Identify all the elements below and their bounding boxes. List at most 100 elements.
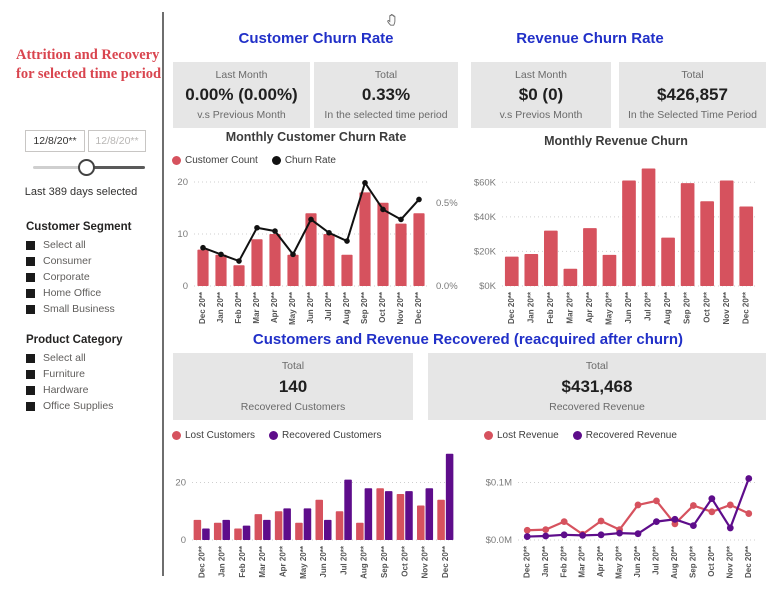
point-lost-revenue[interactable] — [745, 510, 753, 517]
legend-item-recovered-customers[interactable]: Recovered Customers — [269, 430, 382, 441]
bar-monthly-revenue-churn[interactable] — [641, 168, 656, 286]
point-lost-revenue[interactable] — [597, 517, 605, 525]
bar-lost-customers[interactable] — [295, 522, 303, 540]
slider-track-left[interactable] — [33, 166, 81, 169]
monthly-customer-churn-rate-plot-area[interactable]: 0 10 20 0.0% 0.5% Dec 20** Jan 20** Feb 20** Mar… — [168, 170, 464, 332]
point-lost-revenue[interactable] — [560, 518, 568, 525]
bar-customer-count[interactable] — [359, 192, 371, 286]
bar-recovered-customers[interactable] — [283, 508, 291, 540]
bar-customer-count[interactable] — [377, 202, 389, 286]
bar-customer-count[interactable] — [233, 265, 245, 286]
date-range-slider[interactable] — [33, 158, 145, 176]
point-churn-rate[interactable] — [272, 228, 278, 234]
bar-monthly-revenue-churn[interactable] — [622, 180, 636, 286]
point-churn-rate[interactable] — [416, 196, 422, 203]
filter-item-select-all[interactable]: Select all — [26, 239, 156, 251]
point-lost-revenue[interactable] — [634, 501, 642, 509]
bar-recovered-customers[interactable] — [303, 508, 312, 540]
point-recovered-revenue[interactable] — [689, 522, 697, 530]
point-recovered-revenue[interactable] — [523, 533, 531, 540]
point-recovered-revenue[interactable] — [597, 531, 605, 539]
bar-monthly-revenue-churn[interactable] — [544, 230, 558, 286]
point-churn-rate[interactable] — [200, 244, 206, 251]
legend-item-lost-revenue[interactable]: Lost Revenue — [484, 430, 559, 441]
point-lost-revenue[interactable] — [689, 502, 697, 509]
point-lost-revenue[interactable] — [542, 526, 550, 534]
filter-item-office-supplies[interactable]: Office Supplies — [26, 400, 156, 412]
bar-recovered-customers[interactable] — [384, 491, 393, 540]
filter-item-select-all[interactable]: Select all — [26, 352, 156, 364]
bar-customer-count[interactable] — [395, 223, 407, 286]
bar-customer-count[interactable] — [341, 254, 353, 286]
bar-lost-customers[interactable] — [274, 511, 283, 540]
point-recovered-revenue[interactable] — [634, 530, 642, 538]
legend-item-recovered-revenue[interactable]: Recovered Revenue — [572, 430, 677, 441]
bar-monthly-revenue-churn[interactable] — [719, 180, 734, 286]
bar-recovered-customers[interactable] — [405, 491, 413, 540]
bar-monthly-revenue-churn[interactable] — [602, 254, 617, 286]
bar-customer-count[interactable] — [251, 239, 263, 286]
lost-vs-recovered-customers-plot-area[interactable]: 0 20 Dec 20** Jan 20** Feb 20** Mar 20** Apr 2… — [168, 440, 464, 586]
bar-lost-customers[interactable] — [376, 488, 384, 540]
bar-lost-customers[interactable] — [335, 511, 344, 540]
monthly-revenue-churn-plot-area[interactable]: $0K $20K $40K $60K Dec 20** Jan 20** Feb 20** M… — [466, 148, 766, 334]
bar-customer-count[interactable] — [215, 254, 227, 286]
bar-recovered-customers[interactable] — [425, 488, 434, 540]
bar-lost-customers[interactable] — [437, 499, 445, 540]
filter-item-corporate[interactable]: Corporate — [26, 271, 156, 283]
legend-item-lost-customers[interactable]: Lost Customers — [172, 430, 255, 441]
bar-recovered-customers[interactable] — [242, 525, 251, 540]
bar-lost-customers[interactable] — [417, 505, 425, 541]
point-churn-rate[interactable] — [362, 180, 368, 186]
point-lost-revenue[interactable] — [726, 501, 734, 509]
point-recovered-revenue[interactable] — [708, 495, 716, 502]
point-lost-revenue[interactable] — [708, 508, 716, 516]
point-churn-rate[interactable] — [218, 251, 224, 258]
point-churn-rate[interactable] — [236, 258, 242, 264]
point-recovered-revenue[interactable] — [745, 475, 753, 482]
bar-monthly-revenue-churn[interactable] — [661, 237, 675, 286]
filter-item-small-business[interactable]: Small Business — [26, 303, 156, 315]
bar-monthly-revenue-churn[interactable] — [524, 254, 539, 286]
bar-monthly-revenue-churn[interactable] — [563, 268, 578, 286]
point-churn-rate[interactable] — [254, 224, 260, 231]
filter-item-home-office[interactable]: Home Office — [26, 287, 156, 299]
bar-recovered-customers[interactable] — [364, 488, 373, 540]
bar-customer-count[interactable] — [287, 254, 299, 286]
bar-monthly-revenue-churn[interactable] — [504, 256, 519, 286]
slider-knob[interactable] — [78, 159, 95, 176]
bar-lost-customers[interactable] — [356, 522, 364, 540]
point-churn-rate[interactable] — [290, 251, 296, 258]
point-recovered-revenue[interactable] — [653, 518, 660, 525]
bar-monthly-revenue-churn[interactable] — [680, 183, 695, 286]
bar-recovered-customers[interactable] — [263, 519, 271, 540]
point-churn-rate[interactable] — [308, 216, 314, 223]
point-recovered-revenue[interactable] — [726, 524, 734, 532]
filter-item-furniture[interactable]: Furniture — [26, 368, 156, 380]
point-recovered-revenue[interactable] — [579, 532, 587, 539]
bar-monthly-revenue-churn[interactable] — [700, 201, 714, 286]
point-recovered-revenue[interactable] — [616, 529, 623, 537]
bar-monthly-revenue-churn[interactable] — [739, 206, 754, 286]
bar-recovered-customers[interactable] — [324, 519, 332, 540]
date-range-end-input[interactable]: 12/8/20** — [88, 130, 146, 152]
bar-recovered-customers[interactable] — [344, 479, 352, 540]
bar-customer-count[interactable] — [197, 249, 209, 286]
bar-monthly-revenue-churn[interactable] — [583, 228, 597, 286]
slider-track-right[interactable] — [85, 166, 145, 169]
point-lost-revenue[interactable] — [653, 497, 660, 505]
bar-lost-customers[interactable] — [193, 519, 202, 540]
filter-item-hardware[interactable]: Hardware — [26, 384, 156, 396]
bar-lost-customers[interactable] — [213, 522, 222, 540]
point-churn-rate[interactable] — [344, 238, 350, 244]
point-churn-rate[interactable] — [380, 206, 386, 213]
bar-customer-count[interactable] — [269, 234, 281, 286]
point-recovered-revenue[interactable] — [560, 531, 568, 539]
bar-lost-customers[interactable] — [315, 499, 323, 540]
point-lost-revenue[interactable] — [523, 526, 531, 534]
bar-customer-count[interactable] — [305, 213, 317, 286]
bar-recovered-customers[interactable] — [202, 528, 210, 541]
bar-customer-count[interactable] — [413, 213, 425, 286]
point-recovered-revenue[interactable] — [671, 515, 679, 523]
point-churn-rate[interactable] — [326, 229, 332, 236]
